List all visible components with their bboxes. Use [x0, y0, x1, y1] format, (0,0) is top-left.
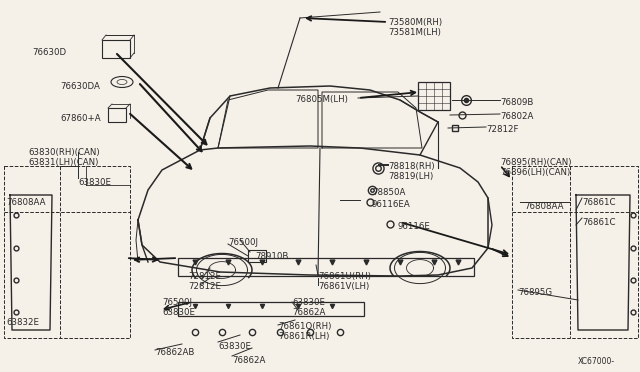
- Text: 76809B: 76809B: [500, 98, 533, 107]
- Text: 76861V(LH): 76861V(LH): [318, 282, 369, 291]
- Text: 76862A: 76862A: [292, 308, 325, 317]
- Text: 76805M(LH): 76805M(LH): [295, 95, 348, 104]
- Bar: [178, 302, 364, 316]
- Text: 73580M(RH): 73580M(RH): [388, 18, 442, 27]
- Text: 96116E: 96116E: [398, 222, 431, 231]
- Text: 63831(LH)(CAN): 63831(LH)(CAN): [28, 158, 99, 167]
- Text: 76808AA: 76808AA: [524, 202, 563, 211]
- Text: 76861U(RH): 76861U(RH): [318, 272, 371, 281]
- Text: 72812F: 72812F: [486, 125, 518, 134]
- Text: 73581M(LH): 73581M(LH): [388, 28, 441, 37]
- Bar: [108, 108, 126, 122]
- Text: 76895G: 76895G: [518, 288, 552, 297]
- Text: 96116EA: 96116EA: [372, 200, 411, 209]
- Text: 78818(RH): 78818(RH): [388, 162, 435, 171]
- Text: 76808AA: 76808AA: [6, 198, 45, 207]
- Text: 76500J: 76500J: [228, 238, 258, 247]
- Text: 76802A: 76802A: [500, 112, 533, 121]
- Text: XC67000-: XC67000-: [578, 357, 615, 366]
- Text: 63830E: 63830E: [292, 298, 325, 307]
- Text: 63830E: 63830E: [218, 342, 251, 351]
- Text: 63832E: 63832E: [6, 318, 39, 327]
- Text: 72812E: 72812E: [188, 272, 221, 281]
- Text: 63830E: 63830E: [162, 308, 195, 317]
- Text: 76861C: 76861C: [582, 218, 616, 227]
- Bar: [178, 258, 474, 276]
- Text: 76861R(LH): 76861R(LH): [278, 332, 330, 341]
- Text: 78819(LH): 78819(LH): [388, 172, 433, 181]
- Text: 76861C: 76861C: [582, 198, 616, 207]
- Text: 76630D: 76630D: [32, 48, 66, 57]
- Text: 76895(RH)(CAN): 76895(RH)(CAN): [500, 158, 572, 167]
- Text: 76500J: 76500J: [162, 298, 192, 307]
- Text: 76862AB: 76862AB: [155, 348, 195, 357]
- Bar: [418, 82, 450, 110]
- Text: 63830E: 63830E: [78, 178, 111, 187]
- Text: 76862A: 76862A: [232, 356, 266, 365]
- Text: 63830(RH)(CAN): 63830(RH)(CAN): [28, 148, 100, 157]
- Text: 72812E: 72812E: [188, 282, 221, 291]
- Text: 78910B: 78910B: [255, 252, 289, 261]
- Text: 76861Q(RH): 76861Q(RH): [278, 322, 332, 331]
- Text: 67860+A: 67860+A: [60, 114, 100, 123]
- Text: 76630DA: 76630DA: [60, 82, 100, 91]
- Bar: [102, 40, 130, 58]
- Text: 76896(LH)(CAN): 76896(LH)(CAN): [500, 168, 570, 177]
- Bar: [248, 250, 266, 262]
- Text: 78850A: 78850A: [372, 188, 405, 197]
